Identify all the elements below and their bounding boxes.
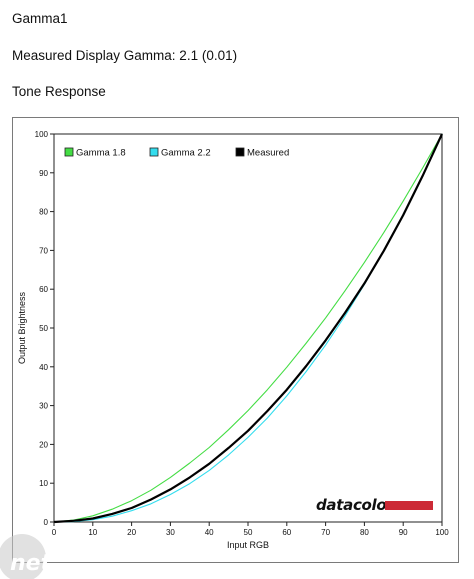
page-title: Gamma1: [12, 11, 68, 26]
datacolor-logo-text: datacolor: [316, 496, 395, 514]
x-tick-label: 80: [360, 528, 369, 537]
x-tick-label: 0: [52, 528, 57, 537]
series-layer: [53, 133, 443, 524]
y-tick-label: 70: [39, 246, 48, 255]
y-tick-label: 100: [35, 130, 49, 139]
legend-label-0: Gamma 1.8: [76, 148, 126, 159]
chart-panel: 0 10 20 30 40 50 60 70 80 90 100 0 10 20 30 40 50 60 70 80 9…: [12, 117, 459, 563]
x-tick-label: 40: [205, 528, 214, 537]
legend-swatch-1: [149, 147, 159, 157]
x-tick-label: 70: [321, 528, 330, 537]
legend-swatch-2: [235, 147, 245, 157]
tone-response-chart: 0 10 20 30 40 50 60 70 80 90 100 0 10 20 30 40 50 60 70 80 9…: [17, 130, 449, 550]
y-tick-label: 60: [39, 285, 48, 294]
measured-gamma-text: Measured Display Gamma: 2.1 (0.01): [12, 48, 238, 63]
legend-swatch-0: [64, 147, 74, 157]
y-tick-label: 90: [39, 169, 48, 178]
y-tick-label: 30: [39, 402, 48, 411]
plot-frame: [53, 133, 443, 523]
y-tick-label: 20: [39, 440, 48, 449]
y-tick-label: 80: [39, 208, 48, 217]
series-line-2: [53, 133, 443, 524]
y-tick-label: 40: [39, 363, 48, 372]
legend: Gamma 1.8 Gamma 2.2 Measured: [64, 147, 289, 159]
watermark-text: net: [10, 551, 53, 576]
datacolor-logo: datacolor: [316, 496, 433, 514]
y-tick-label: 0: [44, 518, 49, 527]
x-axis-label: Input RGB: [227, 540, 269, 550]
axes-layer: 0 10 20 30 40 50 60 70 80 90 100 0 10 20 30 40 50 60 70 80 9…: [17, 130, 449, 550]
legend-label-1: Gamma 2.2: [161, 148, 211, 159]
datacolor-logo-bar: [385, 501, 433, 510]
x-tick-label: 100: [435, 528, 449, 537]
legend-label-2: Measured: [247, 148, 289, 159]
watermark-circle: [0, 534, 46, 579]
x-tick-label: 20: [127, 528, 136, 537]
y-tick-label: 50: [39, 324, 48, 333]
section-title: Tone Response: [12, 84, 106, 99]
y-tick-label: 10: [39, 479, 48, 488]
y-axis-label: Output Brightness: [17, 291, 27, 364]
plot-area: [53, 133, 443, 523]
x-tick-label: 50: [244, 528, 253, 537]
x-tick-label: 60: [282, 528, 291, 537]
watermark-logo: net: [0, 534, 53, 579]
x-tick-label: 30: [166, 528, 175, 537]
x-tick-label: 10: [88, 528, 97, 537]
series-line-0: [53, 133, 443, 523]
x-tick-label: 90: [399, 528, 408, 537]
